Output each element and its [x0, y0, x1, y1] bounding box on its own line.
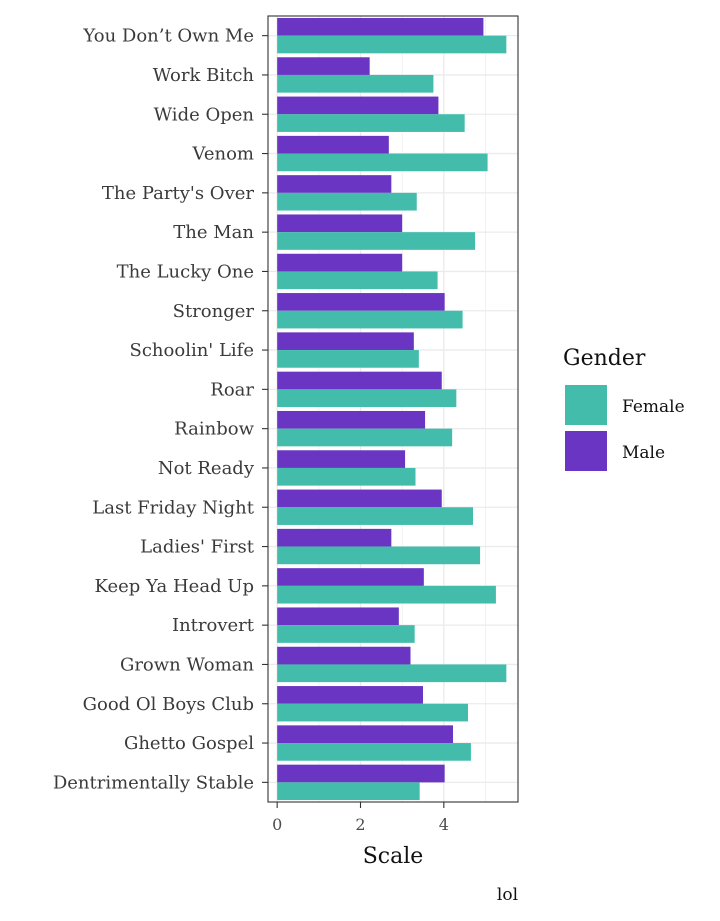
- bar-female-keep-ya-head-up: [277, 585, 496, 604]
- bar-female-stronger: [277, 310, 463, 329]
- bar-male-rainbow: [277, 410, 426, 429]
- y-tick-label: Grown Woman: [120, 654, 254, 675]
- y-tick-label: Work Bitch: [153, 65, 255, 86]
- bar-female-the-man: [277, 232, 476, 250]
- bar-male-schoolin-life: [277, 332, 414, 351]
- bar-female-you-don-t-own-me: [277, 35, 507, 54]
- bar-female-wide-open: [277, 114, 465, 132]
- bar-female-work-bitch: [277, 74, 434, 93]
- y-tick-label: You Don’t Own Me: [82, 26, 254, 47]
- x-tick-label: 4: [439, 815, 449, 834]
- bar-female-dentrimentally-stable: [277, 782, 420, 801]
- bar-male-the-lucky-one: [277, 253, 403, 272]
- legend: Gender Female Male: [563, 346, 685, 471]
- legend-title: Gender: [563, 346, 646, 371]
- bar-male-ladies-first: [277, 528, 392, 547]
- bar-male-last-friday-night: [277, 489, 442, 508]
- legend-swatch-male: [565, 431, 607, 471]
- x-axis: 0 2 4: [272, 802, 449, 834]
- y-tick-label: Roar: [210, 379, 254, 400]
- bar-female-introvert: [277, 625, 415, 643]
- bar-female-venom: [277, 153, 488, 172]
- bar-female-roar: [277, 389, 457, 408]
- legend-label-female: Female: [622, 397, 685, 417]
- bar-female-last-friday-night: [277, 507, 473, 525]
- bar-female-good-ol-boys-club: [277, 703, 468, 722]
- y-tick-label: Schoolin' Life: [130, 340, 254, 361]
- bar-male-the-party-s-over: [277, 175, 392, 193]
- y-tick-label: Wide Open: [154, 104, 255, 125]
- y-tick-label: The Party's Over: [102, 183, 254, 204]
- bar-male-you-don-t-own-me: [277, 17, 484, 36]
- bar-female-grown-woman: [277, 664, 507, 683]
- y-tick-label: Ladies' First: [140, 537, 255, 558]
- bar-male-grown-woman: [277, 646, 411, 665]
- x-axis-title: Scale: [363, 844, 424, 869]
- y-tick-label: Keep Ya Head Up: [95, 576, 254, 597]
- bar-male-venom: [277, 135, 389, 154]
- bar-female-ghetto-gospel: [277, 743, 471, 761]
- y-tick-label: Good Ol Boys Club: [83, 694, 254, 715]
- y-tick-label: Venom: [192, 144, 255, 165]
- y-tick-label: Rainbow: [174, 419, 254, 440]
- bar-female-rainbow: [277, 428, 453, 447]
- bar-female-the-lucky-one: [277, 271, 438, 290]
- bar-male-good-ol-boys-club: [277, 686, 423, 704]
- legend-label-male: Male: [622, 443, 665, 463]
- bar-male-the-man: [277, 214, 403, 233]
- bar-female-ladies-first: [277, 546, 481, 565]
- bar-female-not-ready: [277, 467, 416, 486]
- y-tick-label: The Lucky One: [117, 261, 254, 282]
- bar-male-wide-open: [277, 96, 439, 115]
- bar-male-dentrimentally-stable: [277, 764, 445, 783]
- bar-male-introvert: [277, 607, 399, 626]
- bar-male-not-ready: [277, 450, 406, 468]
- caption: lol: [497, 885, 518, 905]
- bar-male-ghetto-gospel: [277, 725, 453, 744]
- bar-male-keep-ya-head-up: [277, 568, 424, 586]
- bar-male-work-bitch: [277, 57, 370, 75]
- bar-male-roar: [277, 371, 442, 390]
- y-tick-label: The Man: [173, 222, 254, 243]
- y-tick-label: Dentrimentally Stable: [53, 772, 254, 793]
- y-tick-label: Not Ready: [158, 458, 255, 479]
- x-tick-label: 0: [272, 815, 282, 834]
- y-tick-label: Stronger: [173, 301, 255, 322]
- y-axis: You Don’t Own Me Work Bitch Wide Open Venom…: [53, 26, 268, 793]
- bar-female-the-party-s-over: [277, 192, 417, 211]
- x-tick-label: 2: [355, 815, 365, 834]
- y-tick-label: Ghetto Gospel: [124, 733, 254, 754]
- bars: [277, 17, 507, 801]
- bar-male-stronger: [277, 293, 445, 311]
- y-tick-label: Last Friday Night: [92, 497, 254, 518]
- y-tick-label: Introvert: [172, 615, 255, 636]
- legend-swatch-female: [565, 385, 607, 425]
- plot-panel-border: [267, 15, 519, 803]
- bar-female-schoolin-life: [277, 350, 419, 368]
